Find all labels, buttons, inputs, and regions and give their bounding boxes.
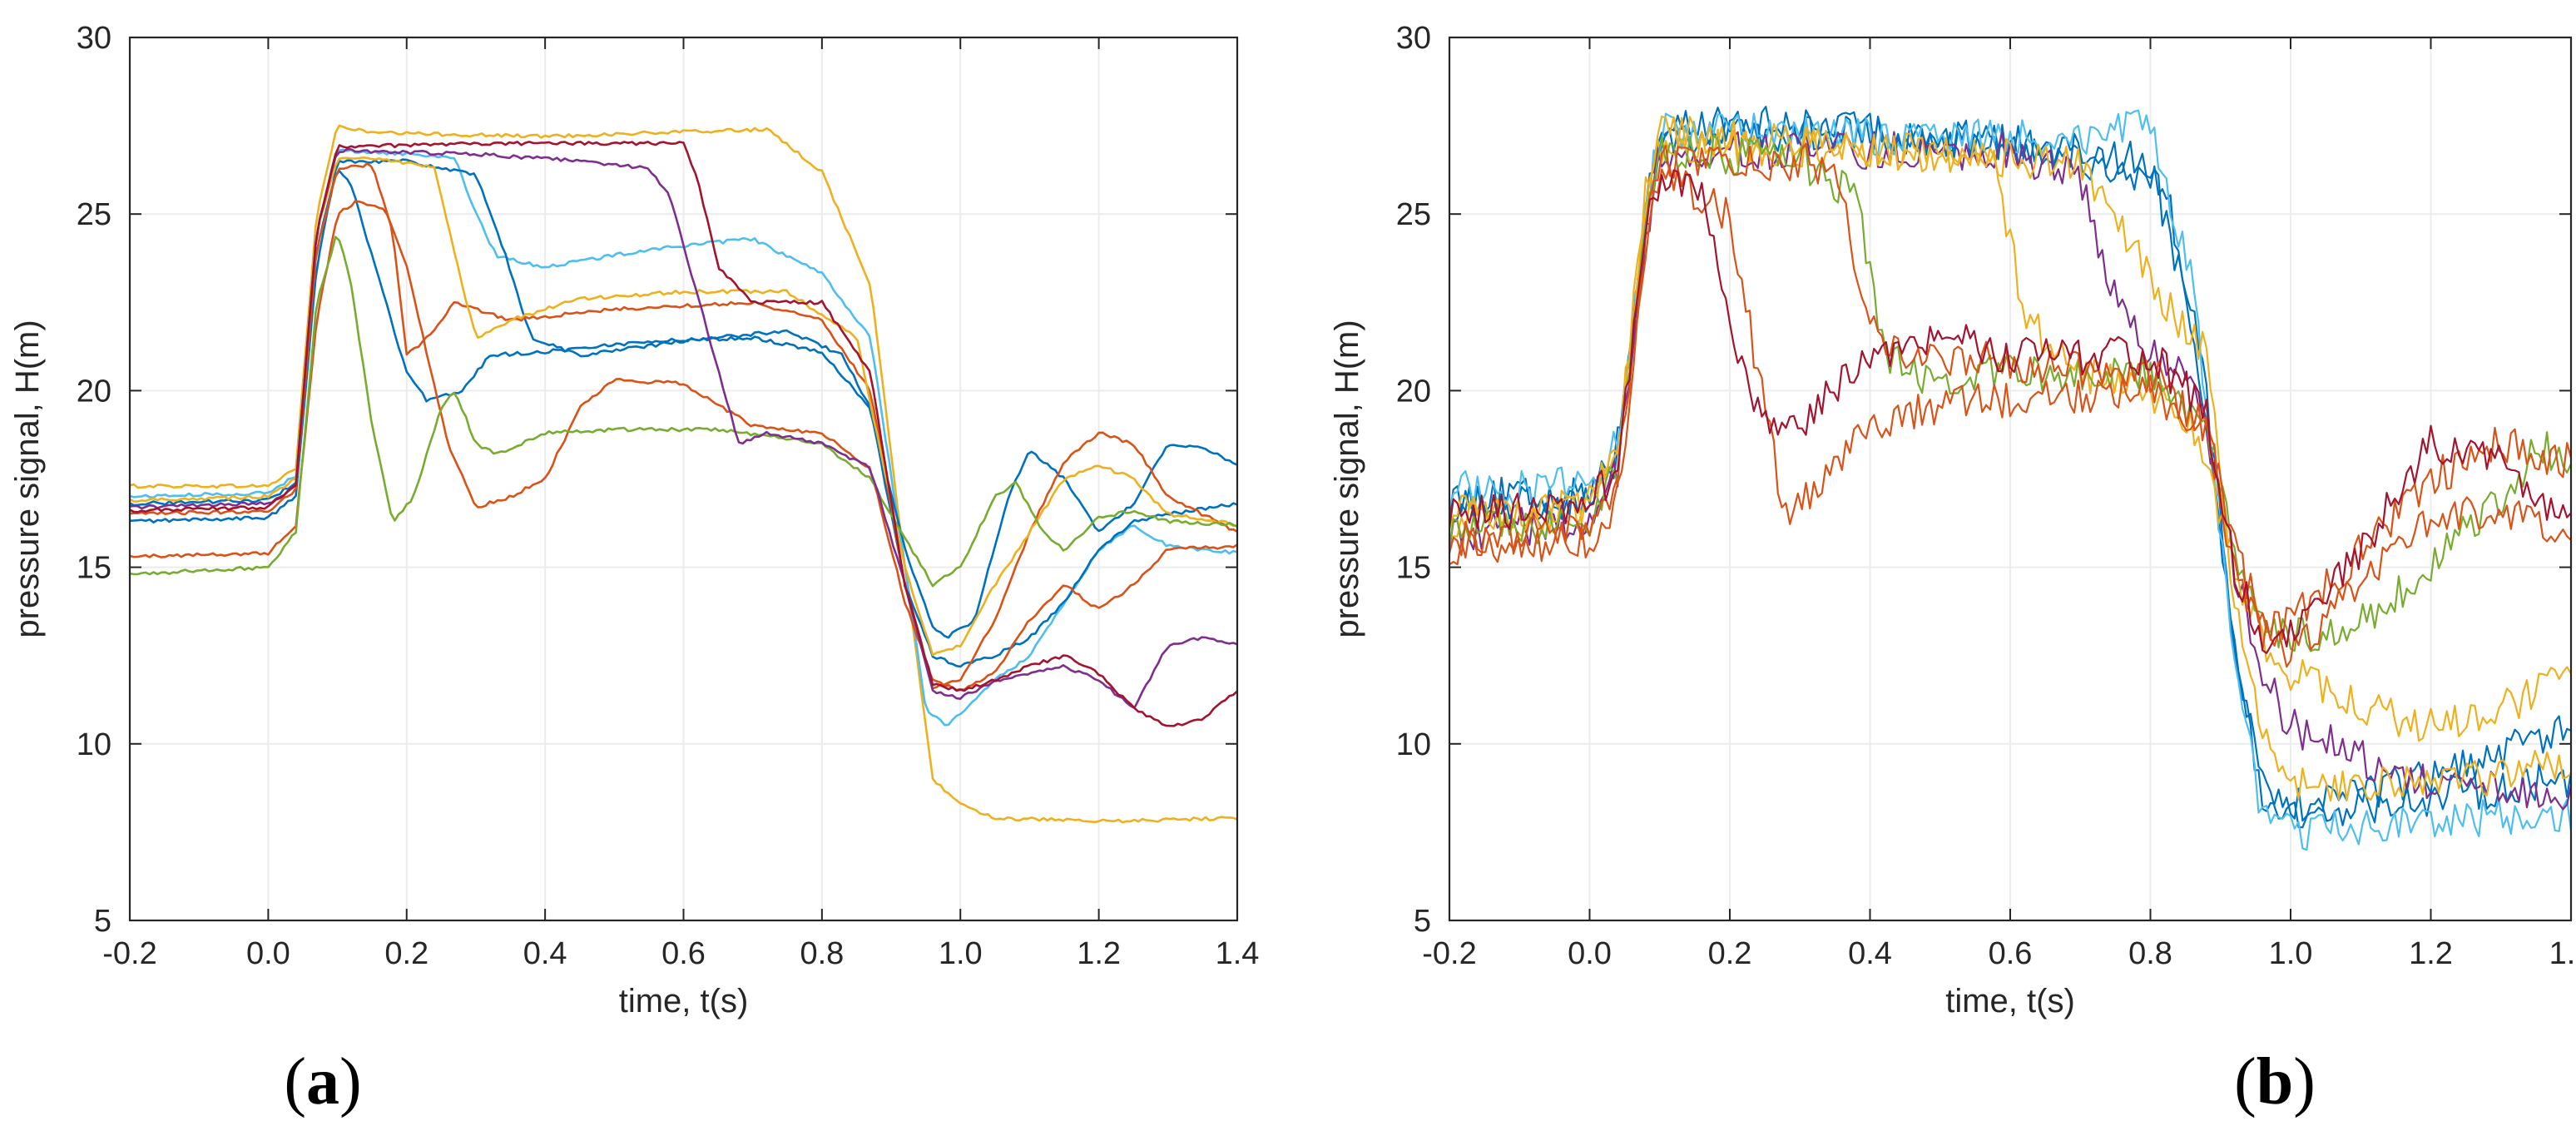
y-tick-label: 5	[94, 904, 111, 939]
x-tick-label: 0.4	[523, 936, 567, 971]
y-tick-label: 30	[77, 21, 111, 56]
y-tick-label: 10	[1396, 727, 1431, 762]
chart-b-svg: -0.2 0.0 0.2 0.4 0.6 0.8 1.0 1.2 1.4 5 10 15 20 25 30 t…	[1329, 21, 2576, 1019]
x-tick-label: 1.4	[1216, 936, 1260, 971]
x-tick-label: 0.8	[800, 936, 844, 971]
y-axis-label: pressure signal, H(m)	[1329, 320, 1365, 637]
x-tick-label: 0.6	[1989, 936, 2033, 971]
y-tick-label: 20	[1396, 374, 1431, 409]
y-axis-label: pressure signal, H(m)	[9, 320, 46, 637]
x-tick-label: 1.0	[2269, 936, 2313, 971]
x-tick-label: 0.0	[1568, 936, 1612, 971]
chart-panel-b: -0.2 0.0 0.2 0.4 0.6 0.8 1.0 1.2 1.4 5 10 15 20 25 30 t…	[1288, 0, 2576, 1126]
x-tick-label: 0.6	[661, 936, 706, 971]
y-tick-label: 10	[77, 727, 111, 762]
x-tick-label: 0.4	[1848, 936, 1892, 971]
series-line-run-6	[1449, 115, 2571, 802]
x-tick-label: 0.0	[246, 936, 290, 971]
chart-panel-a: -0.2 0.0 0.2 0.4 0.6 0.8 1.0 1.2 1.4 5 10 15 20 25 30 t…	[9, 21, 1260, 1119]
series-line-run-9	[1449, 142, 2571, 668]
y-tick-label: 15	[77, 551, 111, 586]
series-line-run-5	[1449, 128, 2571, 742]
x-axis-label: time, t(s)	[1945, 983, 2075, 1019]
panel-label-a: (a)	[284, 1045, 362, 1119]
panel-label-b: (b)	[2234, 1045, 2316, 1119]
x-tick-label: 1.2	[2409, 936, 2453, 971]
y-tick-label: 20	[77, 374, 111, 409]
y-tick-label: 5	[1414, 904, 1431, 939]
series-line-run-3	[130, 158, 1237, 639]
x-tick-label: 1.4	[2549, 936, 2576, 971]
x-tick-label: 0.8	[2128, 936, 2172, 971]
series-line-run-10	[130, 141, 1237, 727]
y-tick-label: 15	[1396, 551, 1431, 586]
y-tick-label: 25	[77, 197, 111, 232]
series-line-run-1	[130, 124, 1237, 824]
x-tick-label: 1.0	[939, 936, 983, 971]
chart-a-svg: -0.2 0.0 0.2 0.4 0.6 0.8 1.0 1.2 1.4 5 10 15 20 25 30 t…	[9, 21, 1260, 1019]
y-tick-label: 25	[1396, 197, 1431, 232]
y-tick-label: 30	[1396, 21, 1431, 56]
x-tick-label: -0.2	[102, 936, 156, 971]
x-axis-label: time, t(s)	[619, 983, 749, 1019]
x-tick-label: 1.2	[1077, 936, 1121, 971]
series-line-run-10	[1449, 169, 2571, 654]
x-tick-label: -0.2	[1422, 936, 1476, 971]
series-line-run-5	[130, 200, 1237, 692]
series-line-run-6	[130, 162, 1237, 690]
x-tick-label: 0.2	[1708, 936, 1752, 971]
series-line-run-8	[130, 236, 1237, 588]
x-tick-label: 0.2	[384, 936, 429, 971]
